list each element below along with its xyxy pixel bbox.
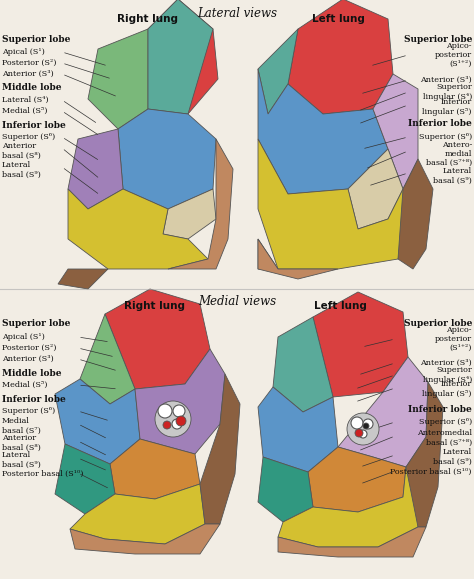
Polygon shape [258, 69, 388, 194]
Polygon shape [258, 29, 298, 114]
Polygon shape [135, 349, 225, 454]
Polygon shape [58, 269, 108, 289]
Polygon shape [348, 149, 403, 229]
Text: Anterior (S³): Anterior (S³) [2, 355, 54, 363]
Text: Posterior (S²): Posterior (S²) [2, 59, 56, 67]
Text: Superior (S⁶): Superior (S⁶) [419, 418, 472, 426]
Circle shape [172, 419, 182, 429]
Text: Anterior
basal (S⁸): Anterior basal (S⁸) [2, 434, 41, 452]
Polygon shape [308, 447, 406, 512]
Polygon shape [148, 0, 218, 114]
Text: Apical (S¹): Apical (S¹) [2, 333, 45, 341]
Text: Left lung: Left lung [314, 301, 366, 311]
Circle shape [347, 413, 379, 445]
Text: Anterior (S³): Anterior (S³) [2, 70, 54, 78]
Polygon shape [55, 444, 115, 514]
Text: Lateral
basal (S⁹): Lateral basal (S⁹) [433, 448, 472, 466]
Text: Superior
lingular (S⁴): Superior lingular (S⁴) [423, 83, 472, 101]
Polygon shape [273, 317, 333, 412]
Text: Anterior
basal (S⁸): Anterior basal (S⁸) [2, 142, 41, 160]
Text: Superior (S⁶): Superior (S⁶) [2, 407, 55, 415]
Text: Superior lobe: Superior lobe [404, 320, 472, 328]
Polygon shape [288, 0, 393, 114]
Polygon shape [168, 139, 233, 269]
Circle shape [176, 416, 186, 426]
Polygon shape [258, 387, 338, 472]
Text: Apico-
posterior
(S¹⁺²): Apico- posterior (S¹⁺²) [435, 42, 472, 68]
Text: Medial views: Medial views [198, 295, 276, 308]
Circle shape [363, 419, 373, 429]
Text: Inferior
lingular (S⁵): Inferior lingular (S⁵) [422, 380, 472, 398]
Text: Medial (S⁵): Medial (S⁵) [2, 107, 47, 115]
Text: Anteromedial
basal (S⁷⁺⁸): Anteromedial basal (S⁷⁺⁸) [417, 430, 472, 446]
Polygon shape [80, 314, 135, 404]
Text: Posterior (S²): Posterior (S²) [2, 344, 56, 352]
Polygon shape [338, 357, 428, 467]
Text: Right lung: Right lung [125, 301, 185, 311]
Polygon shape [258, 239, 278, 269]
Polygon shape [110, 439, 200, 499]
Circle shape [355, 429, 363, 437]
Polygon shape [68, 129, 123, 209]
Text: Lateral (S⁴): Lateral (S⁴) [2, 96, 49, 104]
Text: Superior lobe: Superior lobe [2, 35, 70, 43]
Circle shape [155, 401, 191, 437]
Text: Superior (S⁶): Superior (S⁶) [419, 133, 472, 141]
Circle shape [163, 421, 171, 429]
Polygon shape [70, 524, 220, 554]
Text: Inferior lobe: Inferior lobe [2, 394, 66, 404]
Polygon shape [373, 74, 418, 189]
Circle shape [359, 430, 367, 438]
Text: Superior
lingular (S⁴): Superior lingular (S⁴) [423, 367, 472, 384]
Polygon shape [278, 527, 426, 557]
Circle shape [173, 405, 185, 417]
Text: Anterior (S³): Anterior (S³) [420, 359, 472, 367]
Polygon shape [68, 189, 208, 269]
Text: Posterior basal (S¹⁰): Posterior basal (S¹⁰) [2, 470, 83, 478]
Text: Right lung: Right lung [118, 14, 179, 24]
Text: Middle lobe: Middle lobe [2, 83, 62, 93]
Text: Inferior
lingular (S⁵): Inferior lingular (S⁵) [422, 98, 472, 116]
Text: Medial (S⁵): Medial (S⁵) [2, 381, 47, 389]
Text: Medial
basal (S⁷): Medial basal (S⁷) [2, 417, 41, 435]
Text: Anterior (S³): Anterior (S³) [420, 76, 472, 84]
Text: Superior lobe: Superior lobe [404, 35, 472, 43]
Polygon shape [55, 379, 140, 464]
Text: Superior (S⁶): Superior (S⁶) [2, 133, 55, 141]
Text: Lateral
basal (S⁹): Lateral basal (S⁹) [2, 452, 41, 468]
Text: Lateral views: Lateral views [197, 7, 277, 20]
Text: Antero-
medial
basal (S⁷⁺⁸): Antero- medial basal (S⁷⁺⁸) [426, 141, 472, 167]
Text: Middle lobe: Middle lobe [2, 368, 62, 378]
Polygon shape [258, 239, 338, 279]
Polygon shape [148, 0, 213, 114]
Polygon shape [258, 457, 313, 522]
Polygon shape [70, 484, 205, 544]
Text: Apico-
posterior
(S¹⁺²): Apico- posterior (S¹⁺²) [435, 326, 472, 352]
Circle shape [351, 417, 363, 429]
Polygon shape [258, 139, 418, 269]
Text: Inferior lobe: Inferior lobe [2, 120, 66, 130]
Text: Left lung: Left lung [311, 14, 365, 24]
Text: Inferior lobe: Inferior lobe [408, 119, 472, 129]
Text: Posterior basal (S¹⁰): Posterior basal (S¹⁰) [391, 468, 472, 476]
Text: Lateral
basal (S⁹): Lateral basal (S⁹) [2, 162, 41, 178]
Polygon shape [278, 467, 426, 547]
Polygon shape [163, 189, 216, 239]
Polygon shape [105, 289, 210, 389]
Text: Lateral
basal (S⁹): Lateral basal (S⁹) [433, 167, 472, 185]
Polygon shape [200, 374, 240, 524]
Polygon shape [88, 29, 148, 129]
Polygon shape [118, 109, 216, 209]
Text: Superior lobe: Superior lobe [2, 320, 70, 328]
Text: Apical (S¹): Apical (S¹) [2, 48, 45, 56]
Polygon shape [313, 292, 408, 397]
Polygon shape [406, 382, 443, 527]
Text: Inferior lobe: Inferior lobe [408, 405, 472, 413]
Circle shape [158, 404, 172, 418]
Polygon shape [398, 159, 433, 269]
Circle shape [363, 423, 369, 429]
